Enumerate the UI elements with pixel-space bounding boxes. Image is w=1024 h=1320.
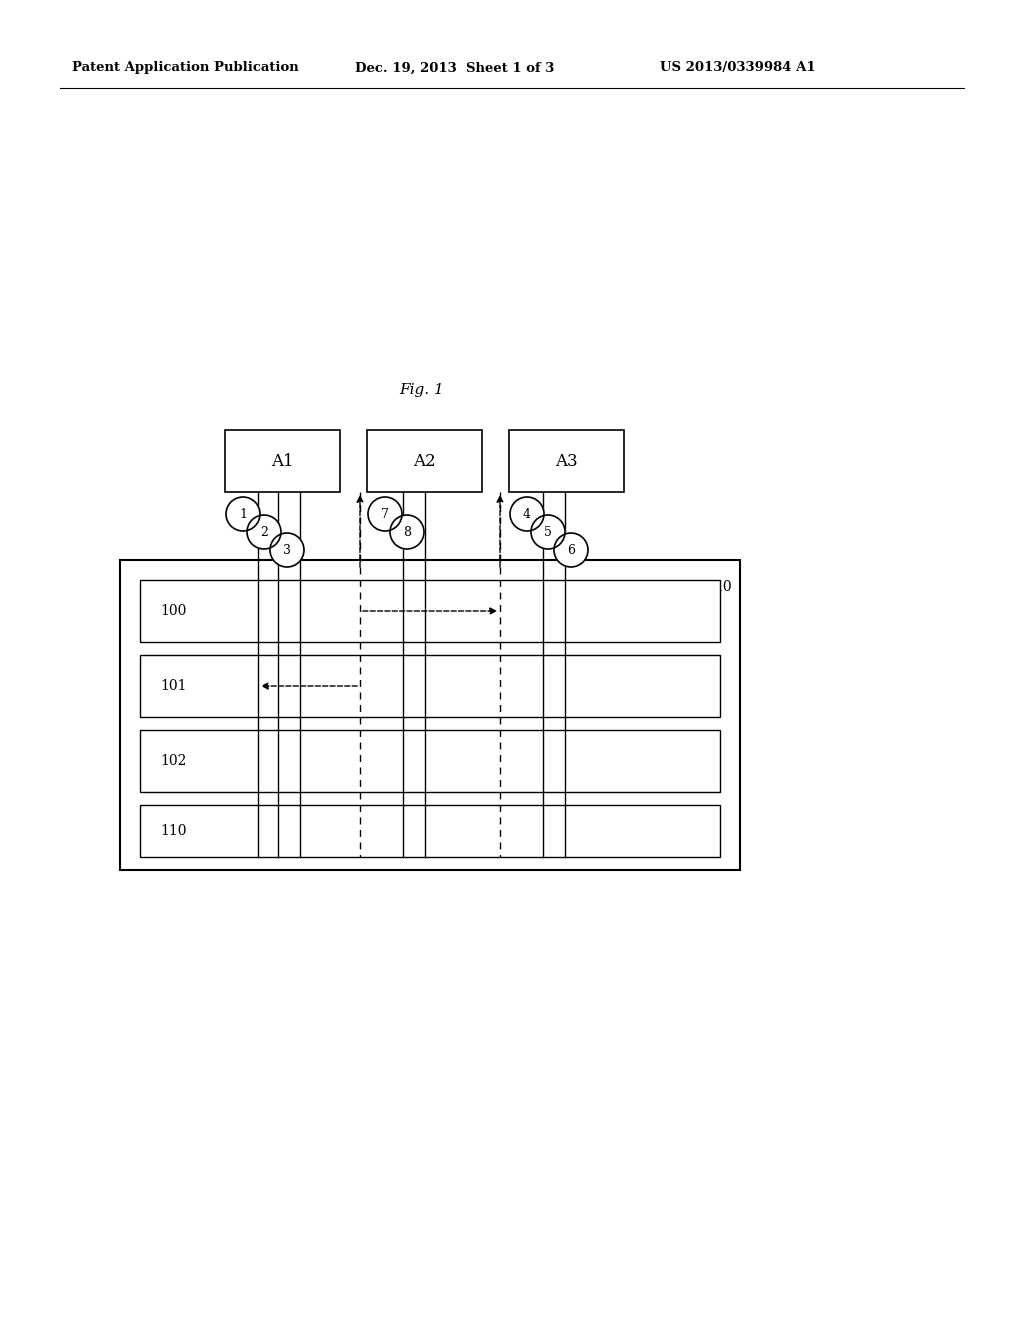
- Bar: [140, 805, 720, 857]
- Circle shape: [510, 498, 544, 531]
- Circle shape: [531, 515, 565, 549]
- Text: Fig. 1: Fig. 1: [399, 383, 444, 397]
- Text: 4: 4: [523, 507, 531, 520]
- Text: A1: A1: [271, 453, 294, 470]
- Bar: [140, 579, 720, 642]
- Text: 6: 6: [567, 544, 575, 557]
- Circle shape: [247, 515, 281, 549]
- Bar: [367, 430, 482, 492]
- Text: 101: 101: [160, 678, 186, 693]
- Text: A3: A3: [555, 453, 578, 470]
- Bar: [140, 655, 720, 717]
- Text: 5: 5: [544, 525, 552, 539]
- Circle shape: [390, 515, 424, 549]
- Circle shape: [368, 498, 402, 531]
- Text: 102: 102: [160, 754, 186, 768]
- Circle shape: [270, 533, 304, 568]
- Circle shape: [554, 533, 588, 568]
- Text: 10: 10: [715, 579, 732, 594]
- Text: Patent Application Publication: Patent Application Publication: [72, 62, 299, 74]
- Bar: [120, 560, 740, 870]
- Bar: [140, 730, 720, 792]
- Text: 7: 7: [381, 507, 389, 520]
- Text: A2: A2: [414, 453, 436, 470]
- Text: 1: 1: [239, 507, 247, 520]
- Text: 3: 3: [283, 544, 291, 557]
- Text: Dec. 19, 2013  Sheet 1 of 3: Dec. 19, 2013 Sheet 1 of 3: [355, 62, 554, 74]
- Circle shape: [226, 498, 260, 531]
- Text: 8: 8: [403, 525, 411, 539]
- Text: 2: 2: [260, 525, 268, 539]
- Text: 100: 100: [160, 605, 186, 618]
- Bar: [225, 430, 340, 492]
- Text: US 2013/0339984 A1: US 2013/0339984 A1: [660, 62, 816, 74]
- Text: 110: 110: [160, 824, 186, 838]
- Bar: [509, 430, 624, 492]
